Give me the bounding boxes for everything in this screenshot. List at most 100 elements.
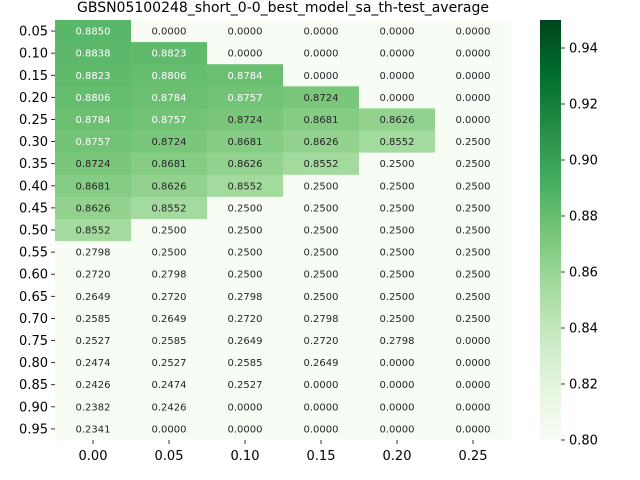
heatmap-cell (55, 263, 131, 286)
cell-value-label: 0.8552 (152, 203, 187, 214)
heatmap-cell (55, 196, 131, 220)
heatmap-cell (55, 285, 131, 308)
heatmap-cell (359, 241, 435, 264)
heatmap-cell (435, 351, 511, 374)
heatmap-cell (359, 196, 435, 220)
cell-value-label: 0.0000 (380, 49, 415, 60)
heatmap-cell (359, 351, 435, 374)
cell-value-label: 0.2649 (152, 314, 187, 325)
cell-value-label: 0.8552 (380, 137, 415, 148)
chart-title: GBSN05100248_short_0-0_best_model_sa_th-… (77, 0, 489, 16)
cell-value-label: 0.2500 (380, 292, 415, 303)
cell-value-label: 0.2500 (380, 159, 415, 170)
cell-value-label: 0.0000 (380, 380, 415, 391)
cell-value-label: 0.2500 (228, 225, 263, 236)
cell-value-label: 0.8626 (152, 181, 187, 192)
cell-value-label: 0.0000 (456, 424, 491, 435)
y-tick-label: 0.40 (19, 179, 48, 194)
heatmap-cell (359, 130, 435, 153)
heatmap-cell (55, 241, 131, 264)
heatmap-cell (131, 42, 207, 65)
heatmap-cell (55, 307, 131, 330)
y-tick-label: 0.80 (19, 356, 48, 371)
heatmap-cell (131, 218, 207, 242)
heatmap-cell (207, 285, 283, 308)
cell-value-label: 0.8626 (76, 203, 111, 214)
cell-value-label: 0.2426 (76, 380, 111, 391)
x-tick-label: 0.10 (231, 449, 260, 464)
cell-value-label: 0.2500 (228, 248, 263, 259)
cell-value-label: 0.0000 (456, 358, 491, 369)
heatmap-cell (131, 108, 207, 131)
cell-value-label: 0.8681 (76, 181, 111, 192)
heatmap-cells: 0.8850 0.0000 0.0000 0.0000 0.0000 0.0000 0.88… (55, 20, 511, 441)
cell-value-label: 0.8626 (380, 115, 415, 126)
heatmap-cell (55, 42, 131, 65)
cell-value-label: 0.2527 (228, 380, 263, 391)
cell-value-label: 0.2500 (380, 270, 415, 281)
heatmap-cell (131, 174, 207, 198)
cell-value-label: 0.2500 (456, 292, 491, 303)
cell-value-label: 0.2500 (456, 248, 491, 259)
heatmap-cell (359, 20, 435, 43)
heatmap-cell (283, 351, 359, 374)
heatmap-cell (131, 263, 207, 286)
y-tick-label: 0.30 (19, 135, 48, 150)
cell-value-label: 0.2585 (76, 314, 111, 325)
cell-value-label: 0.2500 (304, 225, 339, 236)
heatmap-cell (435, 417, 511, 441)
cell-value-label: 0.2500 (304, 270, 339, 281)
heatmap-cell (131, 196, 207, 220)
heatmap-cell (435, 64, 511, 87)
cell-value-label: 0.8850 (76, 27, 111, 38)
y-axis: 0.05 0.10 0.15 0.20 0.25 0.30 0.35 0.40 0.45 0.50… (19, 25, 55, 437)
cell-value-label: 0.2500 (304, 181, 339, 192)
cell-value-label: 0.0000 (228, 49, 263, 60)
cell-value-label: 0.2500 (152, 225, 187, 236)
heatmap-cell (207, 42, 283, 65)
heatmap-cell (283, 218, 359, 242)
heatmap-cell (207, 417, 283, 441)
cell-value-label: 0.2500 (456, 314, 491, 325)
cell-value-label: 0.2720 (76, 270, 111, 281)
heatmap-cell (435, 329, 511, 352)
heatmap-cell (359, 218, 435, 242)
colorbar-tick-label: 0.82 (569, 378, 598, 393)
cell-value-label: 0.2500 (304, 248, 339, 259)
heatmap-cell (283, 152, 359, 176)
heatmap-cell (359, 307, 435, 330)
heatmap-cell (435, 241, 511, 264)
heatmap-cell (435, 86, 511, 109)
cell-value-label: 0.0000 (456, 115, 491, 126)
heatmap-cell (283, 263, 359, 286)
y-tick-label: 0.95 (19, 422, 48, 437)
colorbar-tick-label: 0.86 (569, 266, 598, 281)
heatmap-cell (55, 86, 131, 109)
y-tick-label: 0.10 (19, 47, 48, 62)
heatmap-cell (207, 241, 283, 264)
x-tick-label: 0.00 (79, 449, 108, 464)
colorbar-tick-label: 0.84 (569, 322, 598, 337)
heatmap-cell (283, 64, 359, 87)
cell-value-label: 0.0000 (304, 380, 339, 391)
cell-value-label: 0.2798 (152, 270, 187, 281)
heatmap-cell (283, 417, 359, 441)
heatmap-cell (55, 417, 131, 441)
cell-value-label: 0.0000 (304, 71, 339, 82)
heatmap-cell (435, 152, 511, 176)
heatmap-cell (207, 329, 283, 352)
heatmap-cell (131, 373, 207, 397)
cell-value-label: 0.8757 (228, 93, 263, 104)
cell-value-label: 0.0000 (228, 424, 263, 435)
heatmap-cell (283, 395, 359, 419)
heatmap-cell (359, 174, 435, 198)
heatmap-cell (283, 86, 359, 109)
y-tick-label: 0.20 (19, 91, 48, 106)
y-tick-label: 0.60 (19, 268, 48, 283)
heatmap-cell (131, 86, 207, 109)
cell-value-label: 0.2500 (304, 203, 339, 214)
cell-value-label: 0.8823 (152, 49, 187, 60)
x-axis: 0.00 0.05 0.10 0.15 0.20 0.25 (79, 439, 487, 464)
cell-value-label: 0.8724 (152, 137, 187, 148)
